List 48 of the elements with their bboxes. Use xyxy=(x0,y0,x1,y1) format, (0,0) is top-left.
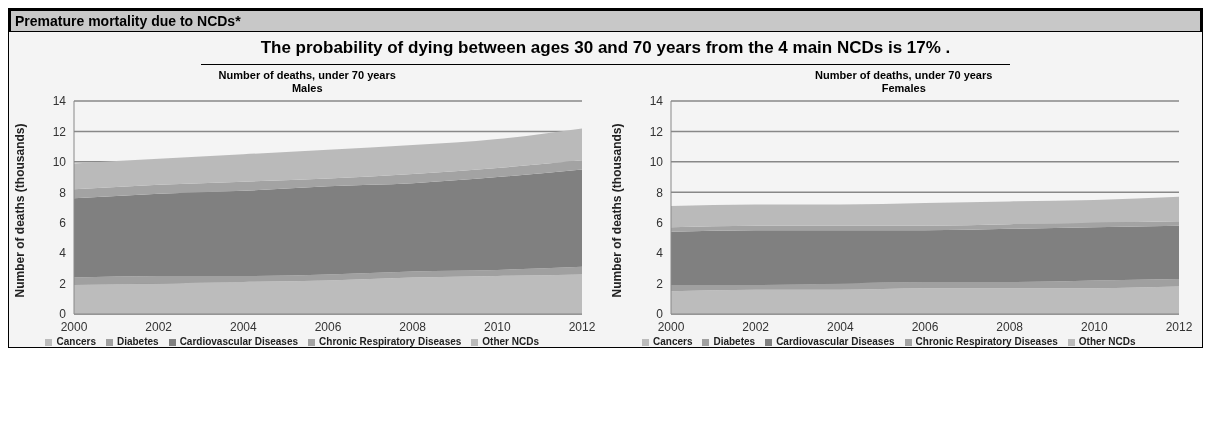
x-tick-label: 2006 xyxy=(314,319,342,334)
chart-title: Number of deaths, under 70 years xyxy=(217,69,397,82)
y-tick-label: 6 xyxy=(59,215,67,230)
x-tick-label: 2010 xyxy=(484,319,512,334)
x-tick-label: 2012 xyxy=(568,319,596,334)
x-tick-label: 2002 xyxy=(742,319,770,334)
x-tick-label: 2004 xyxy=(230,319,258,334)
x-tick-label: 2000 xyxy=(657,319,685,334)
chart-title: Number of deaths, under 70 years xyxy=(814,69,994,82)
x-tick-label: 2006 xyxy=(911,319,939,334)
y-tick-label: 14 xyxy=(52,94,67,109)
y-tick-label: 8 xyxy=(656,185,664,200)
legend-label: Other NCDs xyxy=(482,336,540,347)
text: Premature mortality due to NCDs* xyxy=(9,9,1202,32)
legend-label: Chronic Respiratory Diseases xyxy=(915,336,1058,347)
chart-subtitle: Females xyxy=(880,82,927,95)
y-tick-label: 6 xyxy=(656,215,664,230)
legend-label: Chronic Respiratory Diseases xyxy=(319,336,462,347)
legend-label: Other NCDs xyxy=(1078,336,1136,347)
legend-label: Diabetes xyxy=(713,336,756,347)
y-tick-label: 4 xyxy=(59,246,67,261)
y-tick-label: 4 xyxy=(656,246,664,261)
x-tick-label: 2004 xyxy=(826,319,854,334)
y-tick-label: 0 xyxy=(656,307,664,322)
y-tick-label: 10 xyxy=(649,155,664,170)
y-axis-title: Number of deaths (thousands) xyxy=(13,123,28,298)
legend-label: Cancers xyxy=(652,336,693,347)
y-axis-title: Number of deaths (thousands) xyxy=(610,123,625,298)
y-tick-label: 2 xyxy=(656,276,664,291)
y-tick-label: 0 xyxy=(59,307,67,322)
text: The probability of dying between ages 30 and 70 years from the 4 main NCDs is 17% . xyxy=(200,38,1011,65)
y-tick-label: 10 xyxy=(52,155,67,170)
legend-label: Diabetes xyxy=(116,336,159,347)
x-tick-label: 2008 xyxy=(996,319,1024,334)
legend-label: Cardiovascular Diseases xyxy=(179,336,299,347)
x-tick-label: 2008 xyxy=(399,319,427,334)
x-tick-label: 2002 xyxy=(145,319,173,334)
x-tick-label: 2012 xyxy=(1165,319,1193,334)
legend-label: Cancers xyxy=(56,336,96,347)
legend-label: Cardiovascular Diseases xyxy=(776,336,895,347)
chart-subtitle: Males xyxy=(290,82,324,95)
x-tick-label: 2000 xyxy=(60,319,88,334)
y-tick-label: 12 xyxy=(649,124,664,139)
y-tick-label: 12 xyxy=(52,124,67,139)
x-tick-label: 2010 xyxy=(1080,319,1108,334)
y-tick-label: 8 xyxy=(59,185,67,200)
y-tick-label: 14 xyxy=(649,94,664,109)
y-tick-label: 2 xyxy=(59,276,67,291)
